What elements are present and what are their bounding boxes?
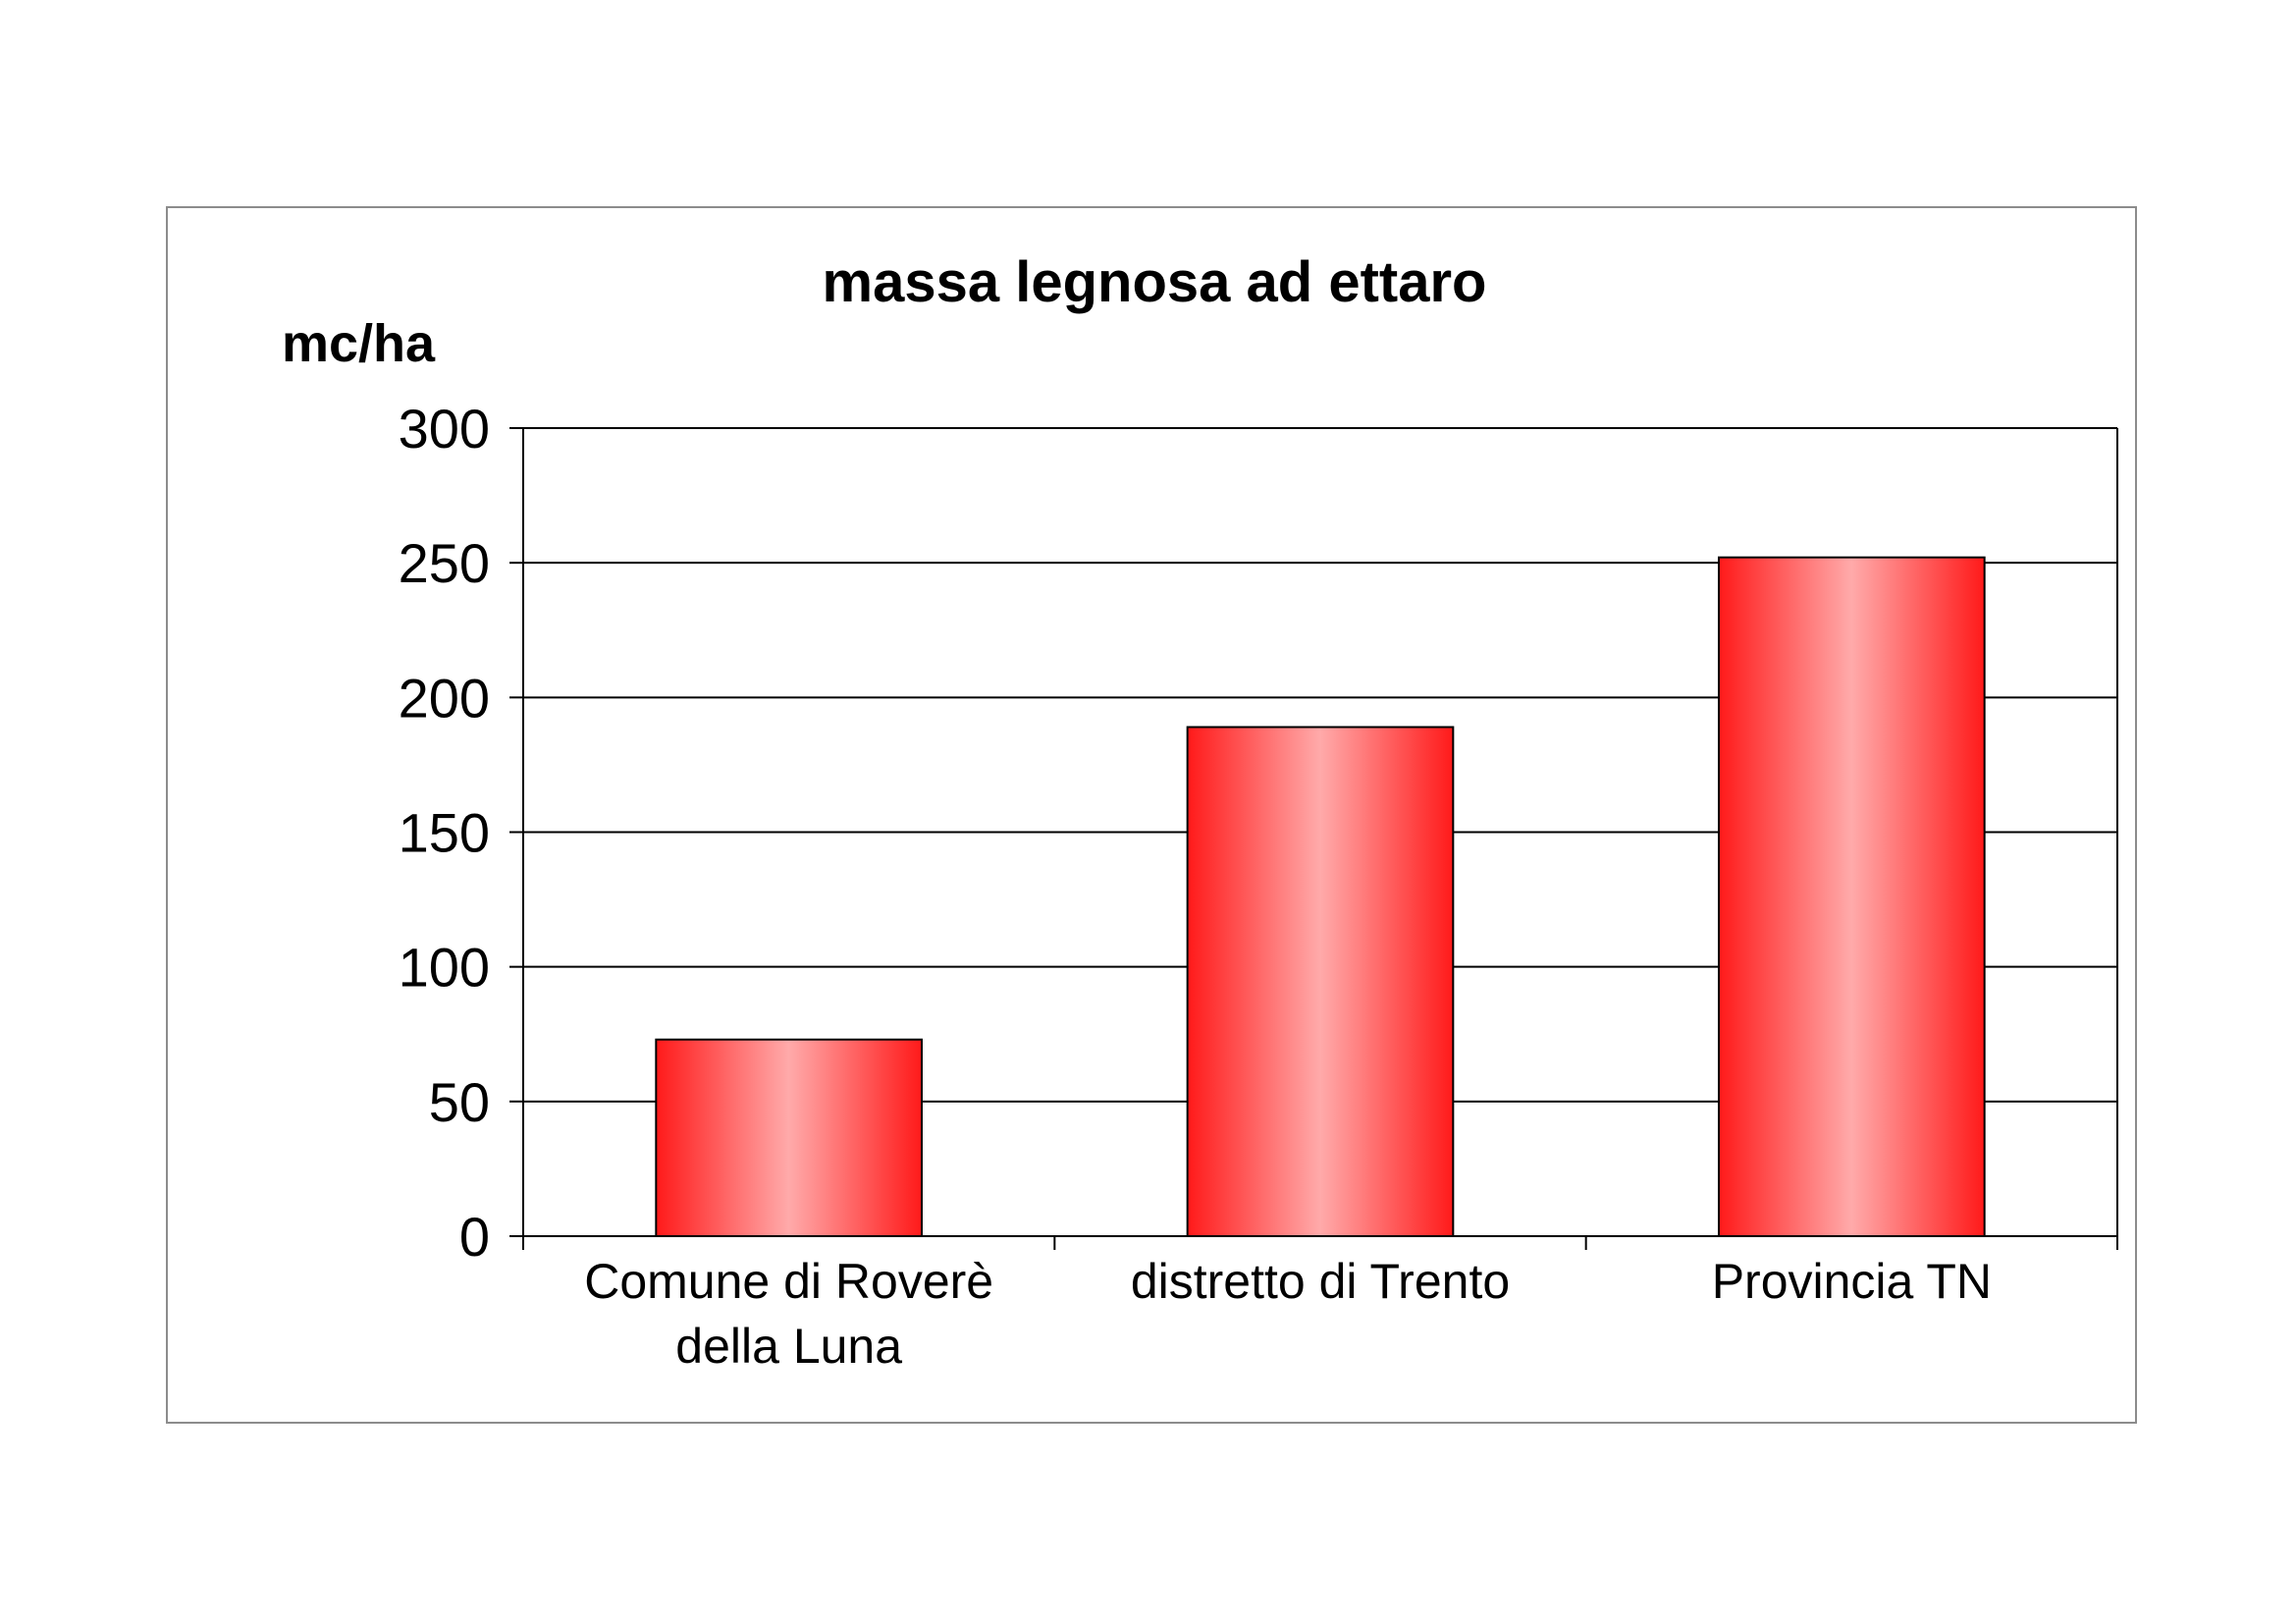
bar (1186, 726, 1455, 1237)
bar (655, 1038, 923, 1238)
y-tick-label: 0 (459, 1206, 490, 1268)
x-category-label: distretto di Trento (1131, 1254, 1510, 1309)
y-tick-label: 200 (399, 667, 490, 729)
chart-frame: massa legnosa ad ettaro mc/ha 0 50 100 150 2… (166, 206, 2137, 1424)
bars (655, 556, 1986, 1238)
bar-chart: massa legnosa ad ettaro mc/ha 0 50 100 150 2… (282, 250, 2118, 1374)
y-tick-label: 50 (429, 1071, 490, 1133)
y-tick-label: 300 (399, 398, 490, 460)
y-tick-labels: 0 50 100 150 200 250 300 (399, 398, 490, 1268)
x-category-labels: Comune di Roverè della Luna distretto di T… (584, 1254, 1992, 1374)
y-axis-label: mc/ha (282, 314, 436, 373)
x-category-label: Provincia TN (1712, 1254, 1992, 1309)
x-category-label: Comune di Roverè della Luna (584, 1254, 993, 1374)
y-tick-label: 250 (399, 532, 490, 594)
chart-title: massa legnosa ad ettaro (823, 250, 1487, 314)
bar (1718, 556, 1986, 1237)
y-tick-label: 100 (399, 937, 490, 999)
y-tick-label: 150 (399, 802, 490, 864)
axes (509, 427, 2118, 1250)
